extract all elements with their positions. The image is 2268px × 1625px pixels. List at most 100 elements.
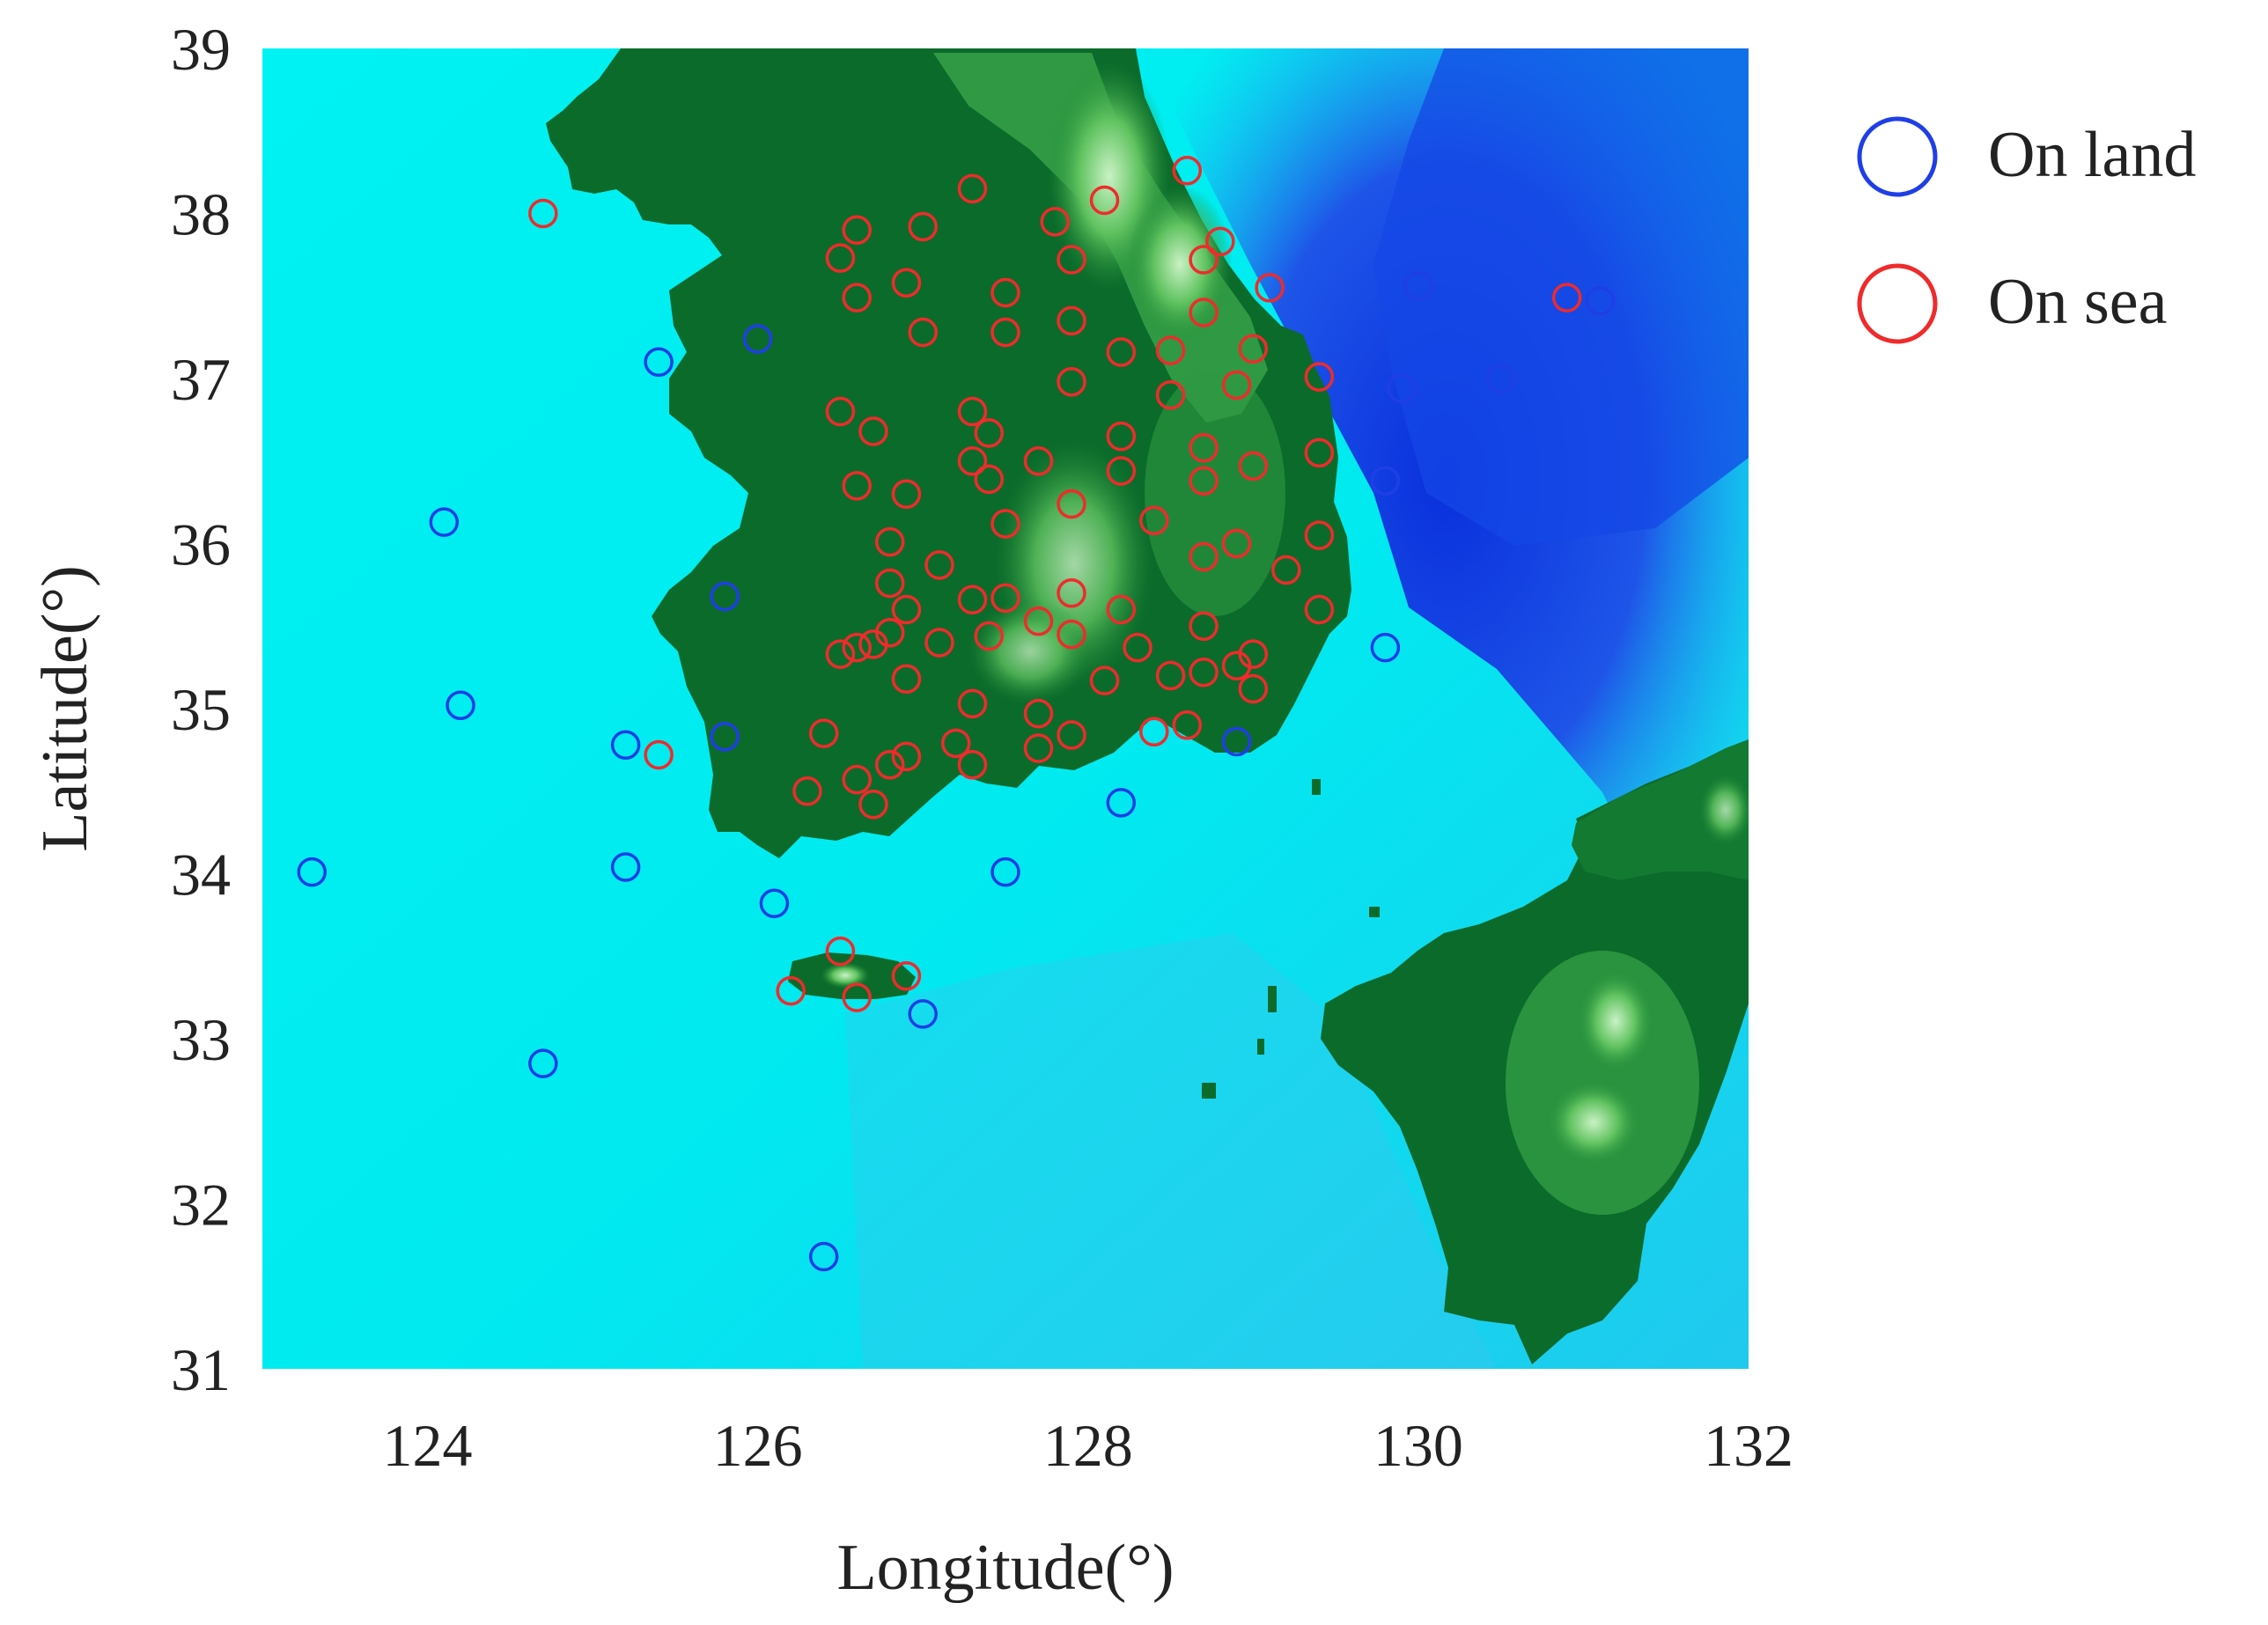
on-sea-marker <box>1271 555 1301 585</box>
on-sea-marker <box>644 739 674 770</box>
jeju-peak <box>821 962 870 989</box>
on-sea-marker <box>1189 611 1219 641</box>
kyushu-north-strip <box>1572 739 1749 880</box>
on-sea-marker <box>924 550 954 580</box>
x-axis: 124 126 128 130 132 <box>383 1412 1793 1479</box>
terrain-background <box>262 48 1749 1369</box>
on-land-marker <box>446 690 475 720</box>
on-sea-marker <box>1221 528 1252 559</box>
on-sea-marker <box>528 198 558 229</box>
x-tick-label: 126 <box>713 1412 803 1479</box>
legend-item-on-land: On land <box>1857 116 2196 197</box>
on-sea-marker <box>825 396 856 427</box>
legend-item-on-sea: On sea <box>1857 263 2167 344</box>
on-sea-marker <box>924 628 954 658</box>
y-tick-label: 34 <box>171 842 231 908</box>
on-land-marker <box>1585 286 1615 316</box>
on-land-marker <box>1221 726 1252 757</box>
on-sea-marker <box>808 718 839 748</box>
on-sea-marker <box>1238 673 1269 704</box>
x-tick-label: 128 <box>1043 1412 1133 1479</box>
on-sea-marker <box>891 268 922 298</box>
on-land-marker <box>429 507 460 537</box>
y-tick-label: 32 <box>171 1172 231 1239</box>
on-sea-marker <box>957 750 988 780</box>
on-sea-marker <box>891 741 922 772</box>
on-sea-marker <box>957 173 988 204</box>
on-sea-marker <box>776 975 806 1006</box>
legend-marker-on-land <box>1857 116 1938 197</box>
y-axis-label: Latitude(°) <box>29 565 101 851</box>
inland-hills <box>1145 370 1285 616</box>
on-sea-marker <box>792 776 822 806</box>
on-sea-marker <box>1304 520 1335 550</box>
y-tick-label: 38 <box>171 181 231 248</box>
on-sea-marker <box>891 961 922 991</box>
on-sea-marker <box>1551 283 1582 312</box>
on-sea-marker <box>957 446 988 476</box>
on-sea-marker <box>990 277 1020 308</box>
on-sea-marker <box>842 215 872 245</box>
on-sea-marker <box>1023 606 1054 636</box>
on-land-marker <box>1106 788 1137 818</box>
on-sea-marker <box>891 479 922 509</box>
on-sea-marker <box>957 585 988 614</box>
islet <box>1369 907 1380 917</box>
on-sea-marker <box>1189 433 1219 463</box>
mountain-peak-east <box>1127 185 1233 343</box>
legend: On land On sea <box>1857 116 2196 344</box>
on-sea-marker <box>858 416 888 446</box>
on-sea-marker <box>858 629 888 659</box>
on-land-marker <box>742 324 773 354</box>
x-axis-label: Longitude(°) <box>836 1532 1174 1604</box>
on-sea-marker <box>1205 226 1235 257</box>
on-land-series <box>297 271 1615 1272</box>
on-sea-marker <box>1238 334 1269 364</box>
on-sea-marker <box>957 396 988 427</box>
on-sea-marker <box>1155 380 1186 410</box>
on-land-marker <box>990 857 1020 887</box>
on-sea-marker <box>1155 660 1186 691</box>
on-sea-marker <box>1057 245 1086 275</box>
on-sea-marker <box>990 509 1020 539</box>
on-sea-marker <box>891 664 922 694</box>
on-sea-marker <box>1172 156 1203 186</box>
on-sea-marker <box>825 243 856 273</box>
kyushu-peak-2 <box>1545 1078 1642 1166</box>
on-sea-marker <box>842 632 872 663</box>
station-markers <box>297 156 1615 1272</box>
legend-marker-on-sea <box>1857 263 1938 344</box>
on-sea-marker <box>1057 305 1086 336</box>
on-sea-marker <box>1189 658 1219 688</box>
on-land-marker <box>1370 466 1401 496</box>
on-sea-marker <box>1304 438 1335 468</box>
deep-sea-core <box>1373 48 1749 546</box>
islet <box>1257 1039 1264 1055</box>
on-sea-marker <box>1106 421 1137 452</box>
on-sea-marker <box>990 317 1020 348</box>
y-axis: 31 32 33 34 35 36 37 38 39 <box>171 16 231 1403</box>
x-tick-label: 130 <box>1373 1412 1463 1479</box>
on-land-marker <box>1403 271 1433 301</box>
on-land-marker <box>1485 364 1516 393</box>
on-sea-marker <box>1189 541 1219 572</box>
legend-label-on-land: On land <box>1988 119 2196 191</box>
on-sea-marker <box>974 621 1004 651</box>
on-sea-marker <box>1106 337 1137 367</box>
on-sea-marker <box>825 639 856 669</box>
on-land-marker <box>808 1241 839 1272</box>
y-tick-label: 37 <box>171 346 231 413</box>
on-sea-marker <box>874 568 905 599</box>
on-sea-marker <box>974 464 1004 495</box>
on-sea-marker <box>842 764 872 795</box>
on-sea-marker <box>874 526 905 557</box>
on-sea-marker <box>825 936 856 967</box>
on-sea-marker <box>1106 594 1137 625</box>
on-sea-marker <box>1089 665 1120 695</box>
on-sea-marker <box>1023 698 1054 729</box>
on-sea-marker <box>908 317 938 348</box>
mountain-ridge-south <box>968 599 1092 704</box>
on-sea-marker <box>990 583 1020 614</box>
on-land-marker <box>908 999 938 1029</box>
on-sea-marker <box>1155 335 1186 365</box>
